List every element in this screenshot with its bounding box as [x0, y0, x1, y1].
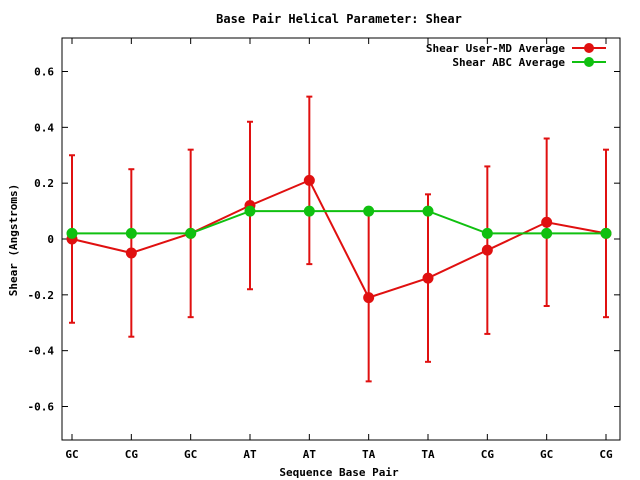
- y-axis-label: Shear (Angstroms): [7, 184, 20, 297]
- data-point: [125, 247, 137, 259]
- x-tick-label: CG: [125, 448, 139, 461]
- x-tick-label: TA: [421, 448, 435, 461]
- y-tick-label: -0.2: [28, 289, 55, 302]
- series-line: [72, 210, 606, 235]
- y-tick-label: -0.4: [28, 345, 55, 358]
- x-axis-label: Sequence Base Pair: [279, 466, 399, 479]
- y-tick-label: -0.6: [28, 401, 55, 414]
- x-tick-label: CG: [481, 448, 495, 461]
- data-point: [422, 272, 434, 284]
- data-point: [481, 227, 493, 239]
- x-axis-ticks: GC CG GC AT AT TA TA CG GC CG: [65, 38, 613, 461]
- series-layer: [66, 95, 612, 383]
- y-tick-label: 0.4: [34, 121, 54, 134]
- legend-marker: [584, 43, 594, 53]
- data-point: [244, 205, 256, 217]
- x-tick-label: GC: [540, 448, 553, 461]
- legend-label: Shear User-MD Average: [426, 42, 565, 55]
- data-point: [303, 205, 315, 217]
- x-tick-label: TA: [362, 448, 376, 461]
- series-2: [66, 205, 612, 239]
- data-point: [541, 216, 553, 228]
- y-axis-ticks: -0.6 -0.4 -0.2 0 0.2 0.4 0.6: [28, 66, 620, 414]
- x-tick-label: CG: [599, 448, 613, 461]
- data-point: [541, 227, 553, 239]
- legend-label: Shear ABC Average: [452, 56, 565, 69]
- data-point: [422, 205, 434, 217]
- x-tick-label: GC: [184, 448, 197, 461]
- data-point: [185, 227, 197, 239]
- series-1: [66, 95, 612, 383]
- data-point: [303, 174, 315, 186]
- y-tick-label: 0.6: [34, 66, 54, 79]
- legend-marker: [584, 57, 594, 67]
- x-tick-label: AT: [303, 448, 317, 461]
- x-tick-label: GC: [65, 448, 78, 461]
- data-point: [66, 227, 78, 239]
- y-tick-label: 0: [47, 233, 54, 246]
- data-point: [363, 205, 375, 217]
- data-point: [600, 227, 612, 239]
- plot-frame: [61, 37, 621, 441]
- data-point: [363, 292, 375, 304]
- chart-title: Base Pair Helical Parameter: Shear: [216, 12, 462, 26]
- x-tick-label: AT: [243, 448, 257, 461]
- data-point: [481, 244, 493, 256]
- data-point: [125, 227, 137, 239]
- y-tick-label: 0.2: [34, 177, 54, 190]
- series-line: [71, 179, 607, 299]
